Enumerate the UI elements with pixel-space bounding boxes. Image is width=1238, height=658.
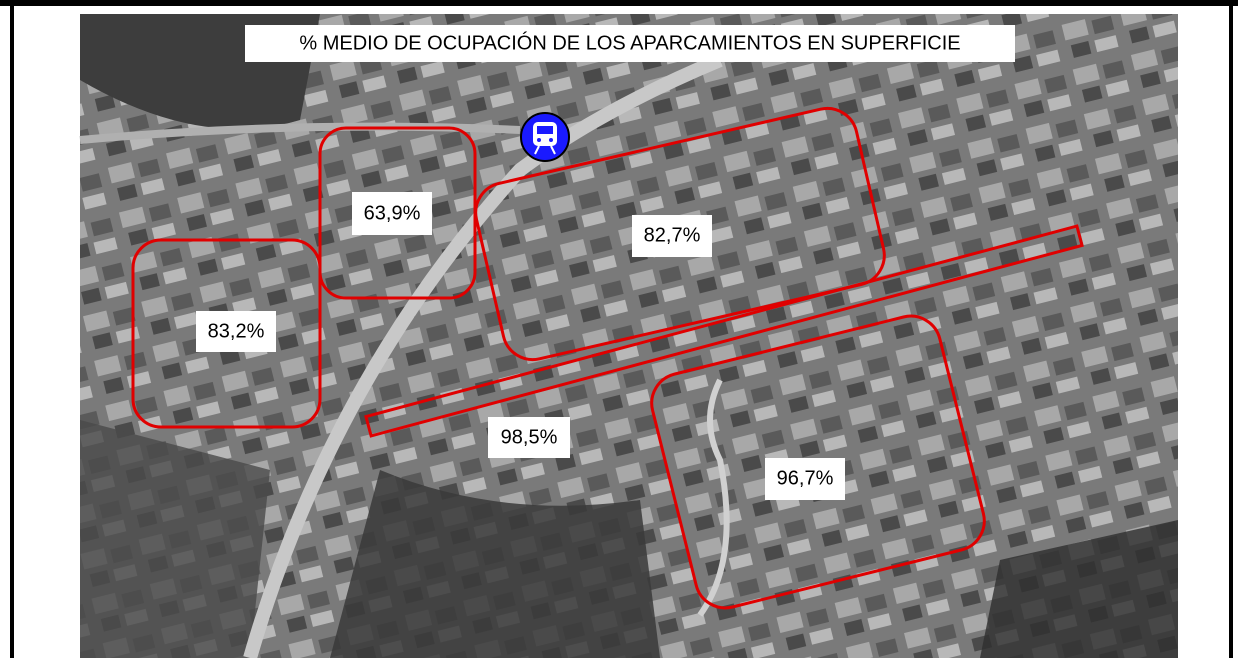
zone-label: 98,5% bbox=[501, 426, 558, 448]
frame-top bbox=[0, 0, 1238, 6]
frame-left bbox=[10, 0, 14, 658]
train-station-icon bbox=[521, 113, 569, 161]
zone-label: 63,9% bbox=[364, 202, 421, 224]
zone-label: 96,7% bbox=[777, 467, 834, 489]
map-title: % MEDIO DE OCUPACIÓN DE LOS APARCAMIENTO… bbox=[299, 31, 960, 54]
zone-label: 82,7% bbox=[644, 224, 701, 246]
zone-label: 83,2% bbox=[208, 320, 265, 342]
slide: % MEDIO DE OCUPACIÓN DE LOS APARCAMIENTO… bbox=[0, 0, 1238, 658]
frame-right bbox=[1229, 0, 1233, 658]
